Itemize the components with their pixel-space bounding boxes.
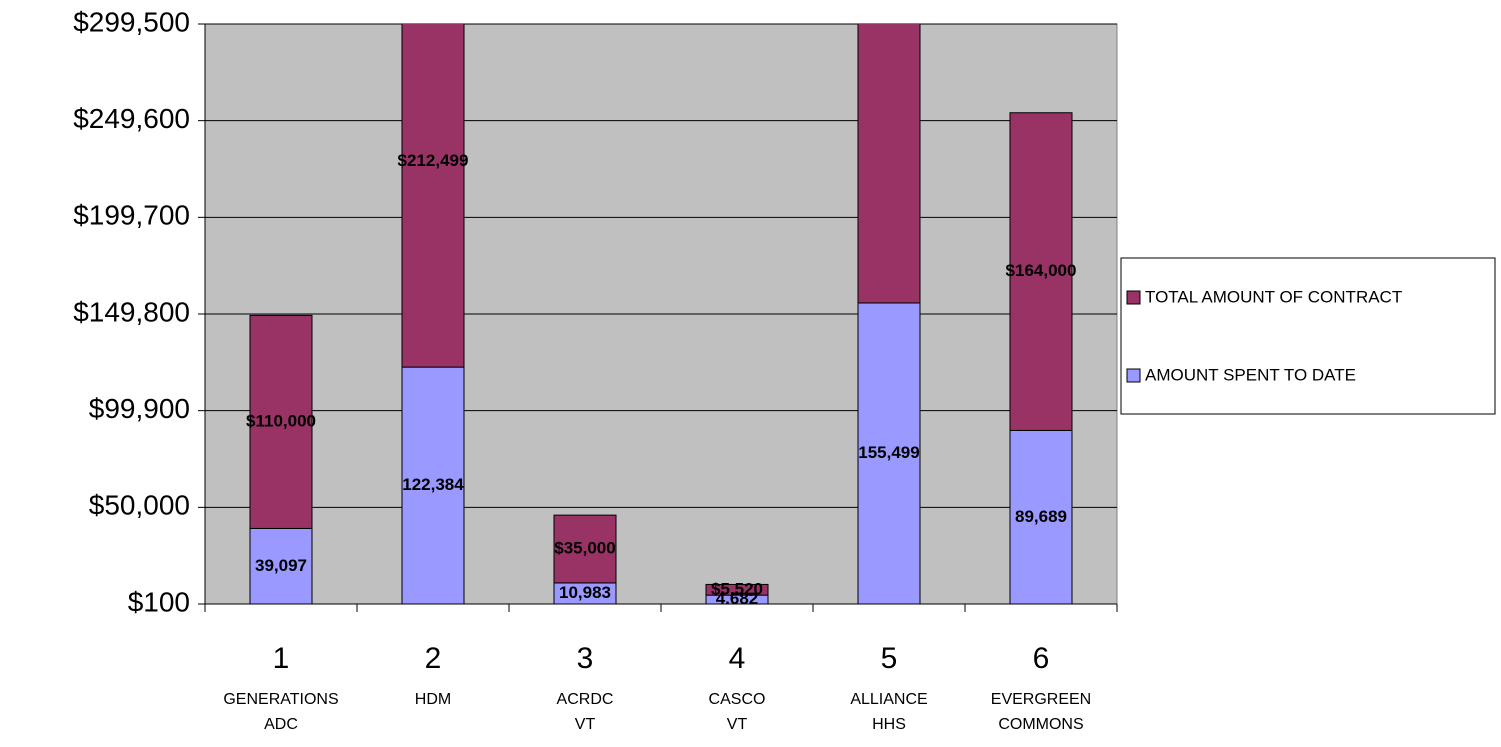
category-name: HHS <box>872 716 906 733</box>
bar-segment <box>857 302 921 604</box>
bar-segment <box>401 24 465 368</box>
y-tick-label: $199,700 <box>73 200 190 231</box>
bar-segment <box>1009 112 1073 431</box>
bar-segment <box>1009 429 1073 604</box>
x-tick-label: 6 <box>1033 642 1050 675</box>
x-tick-label: 1 <box>273 642 290 675</box>
x-tick-label: 2 <box>425 642 442 675</box>
legend-label: TOTAL AMOUNT OF CONTRACT <box>1145 287 1402 306</box>
legend-label: AMOUNT SPENT TO DATE <box>1145 365 1356 384</box>
legend-items: TOTAL AMOUNT OF CONTRACT AMOUNT SPENT TO … <box>1126 287 1402 384</box>
y-tick-label: $50,000 <box>89 490 190 521</box>
data-label: 89,689 <box>1015 507 1067 526</box>
data-label: $164,000 <box>1006 261 1077 280</box>
data-label: $110,000 <box>246 411 316 430</box>
legend-swatch <box>1126 368 1141 383</box>
category-name: ACRDC <box>557 691 614 708</box>
bar-segment <box>249 527 313 604</box>
x-tick-label: 4 <box>729 642 746 675</box>
bar-segment <box>857 24 921 304</box>
bar-segment <box>705 583 769 596</box>
category-name: ALLIANCE <box>850 691 927 708</box>
category-name: VT <box>575 716 596 733</box>
x-tick-label: 3 <box>577 642 594 675</box>
y-tick-label: $249,600 <box>73 103 190 134</box>
bar-segment <box>401 366 465 604</box>
data-label: $35,000 <box>554 539 615 558</box>
y-tick-label: $99,900 <box>89 393 190 424</box>
category-name: VT <box>727 716 748 733</box>
legend-swatch <box>1126 290 1141 305</box>
data-label: 10,983 <box>559 583 611 602</box>
y-tick-label: $100 <box>128 586 190 617</box>
data-labels: 39,097 $110,000 122,384 $212,499 10,983 $35,0… <box>246 151 1077 608</box>
category-name: EVERGREEN <box>991 691 1091 708</box>
x-tick-label: 5 <box>881 642 898 675</box>
data-label: $212,499 <box>398 151 469 170</box>
data-label: 155,499 <box>858 443 919 462</box>
category-name: CASCO <box>709 691 766 708</box>
data-label: $5,520 <box>711 579 763 598</box>
category-name: HDM <box>415 691 451 708</box>
bar-segment <box>249 314 313 529</box>
data-label: 4,682 <box>716 589 759 608</box>
legend <box>1120 257 1496 415</box>
category-name: COMMONS <box>998 716 1083 733</box>
y-tick-label: $299,500 <box>73 6 190 37</box>
bars <box>249 24 1073 604</box>
bar-segment <box>553 514 617 584</box>
axes: $100 $50,000 $99,900 $149,800 $199,700 $249,6… <box>73 6 1118 733</box>
category-name: ADC <box>264 716 298 733</box>
category-name: GENERATIONS <box>223 691 338 708</box>
y-tick-label: $149,800 <box>73 296 190 327</box>
data-label: 122,384 <box>402 475 464 494</box>
data-label: 39,097 <box>255 556 307 575</box>
